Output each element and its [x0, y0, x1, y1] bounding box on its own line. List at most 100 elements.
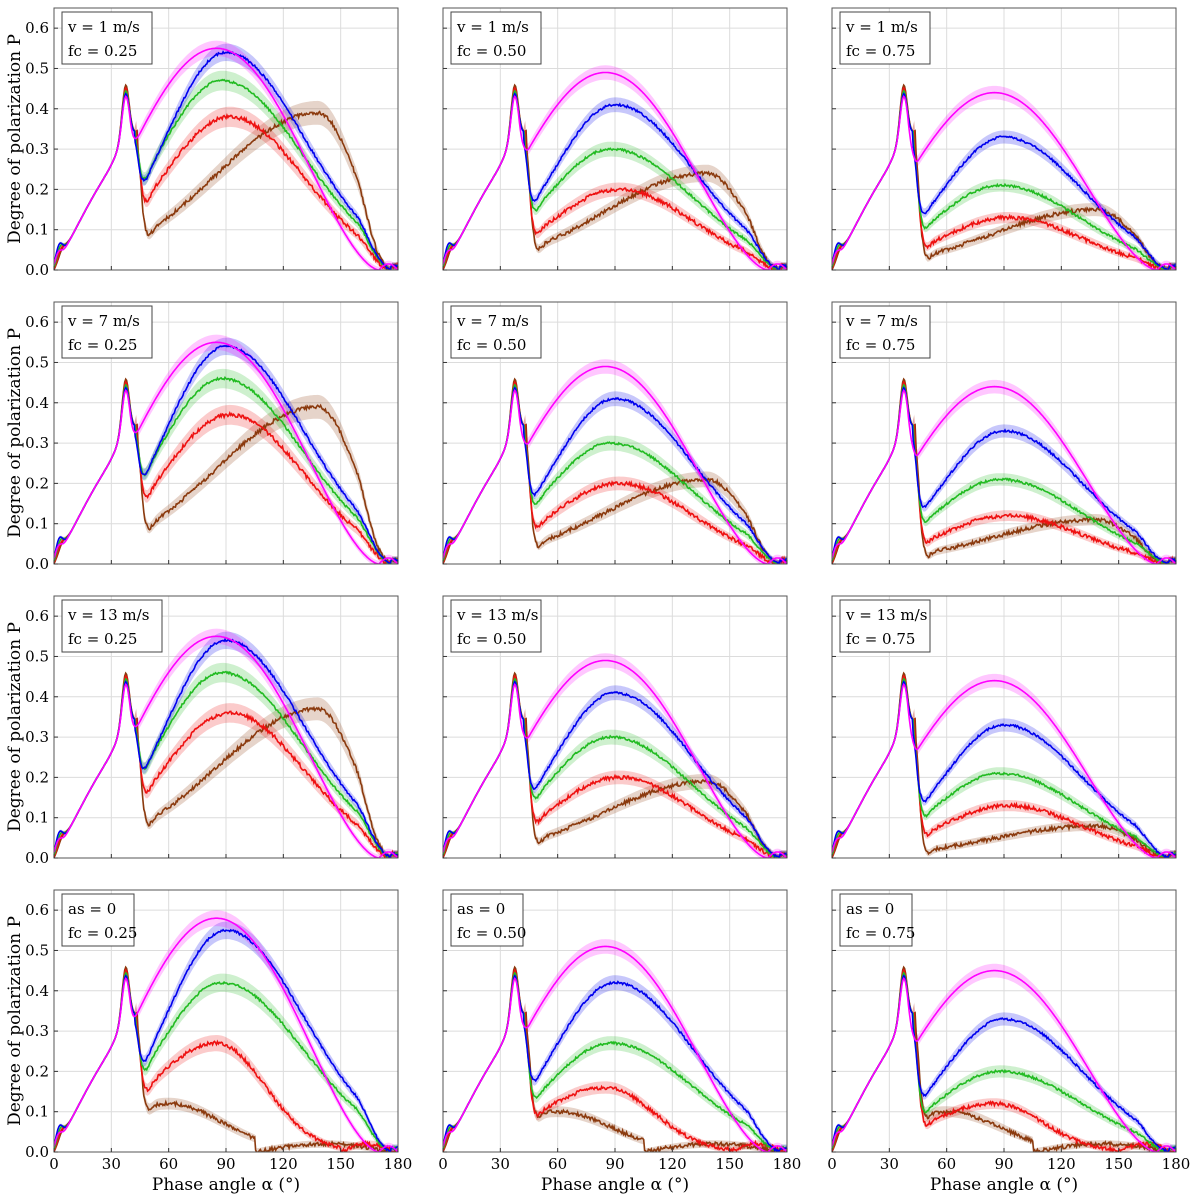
y-axis-label: Degree of polarization P [5, 916, 25, 1126]
x-tick-label: 0 [827, 1155, 837, 1173]
y-tick-label: 0.1 [25, 221, 49, 239]
band-series-4 [54, 381, 398, 564]
band-series-5 [832, 84, 1176, 270]
legend-line-1: v = 1 m/s [67, 18, 140, 36]
legend-line-2: fc = 0.50 [457, 630, 526, 648]
band-series-5 [443, 84, 787, 270]
legend-line-2: fc = 0.25 [68, 924, 137, 942]
legend-line-1: v = 13 m/s [456, 606, 538, 624]
y-tick-label: 0.5 [25, 647, 49, 665]
x-tick-label: 30 [491, 1155, 510, 1173]
legend-line-1: v = 1 m/s [845, 18, 918, 36]
x-tick-label: 150 [1104, 1155, 1133, 1173]
line-series-1 [832, 385, 1176, 564]
legend-line-2: fc = 0.50 [457, 336, 526, 354]
line-series-1 [54, 341, 398, 564]
panel-r3-c3: v = 13 m/s fc = 0.75 [831, 595, 1177, 859]
line-series-1 [832, 969, 1176, 1152]
legend-box [839, 305, 931, 359]
y-tick-label: 0.0 [25, 1143, 49, 1161]
legend-line-2: fc = 0.25 [68, 336, 137, 354]
y-tick-label: 0.0 [25, 555, 49, 573]
x-tick-label: 30 [880, 1155, 899, 1173]
x-tick-label: 120 [269, 1155, 298, 1173]
x-tick-label: 0 [49, 1155, 59, 1173]
y-tick-label: 0.6 [25, 19, 49, 37]
y-tick-label: 0.4 [25, 982, 49, 1000]
band-series-3 [443, 972, 787, 1152]
y-axis-label: Degree of polarization P [5, 34, 25, 244]
band-series-4 [443, 381, 787, 564]
y-tick-label: 0.3 [25, 140, 49, 158]
line-series-1 [54, 47, 398, 270]
y-tick-label: 0.2 [25, 768, 49, 786]
x-tick-label: 180 [1162, 1155, 1191, 1173]
band-series-5 [54, 672, 398, 858]
legend-box [839, 599, 931, 653]
x-tick-label: 30 [102, 1155, 121, 1173]
y-tick-label: 0.5 [25, 353, 49, 371]
legend-line-1: as = 0 [846, 900, 894, 918]
x-tick-label: 150 [326, 1155, 355, 1173]
y-tick-label: 0.4 [25, 688, 49, 706]
y-axis-label: Degree of polarization P [5, 622, 25, 832]
x-tick-label: 120 [1047, 1155, 1076, 1173]
y-tick-label: 0.5 [25, 59, 49, 77]
line-series-1 [443, 659, 787, 858]
y-tick-label: 0.2 [25, 1062, 49, 1080]
legend-line-1: v = 13 m/s [67, 606, 149, 624]
y-tick-label: 0.3 [25, 434, 49, 452]
y-tick-label: 0.1 [25, 515, 49, 533]
line-series-1 [443, 365, 787, 564]
panel-r1-c1: 0.0 0.1 0.2 0.3 0.4 0.5 0.6 v = 1 m/s fc = 0.25 D… [5, 7, 399, 279]
y-axis-label: Degree of polarization P [5, 328, 25, 538]
legend-box [61, 599, 163, 653]
panel-r1-c2: v = 1 m/s fc = 0.50 [442, 7, 788, 271]
y-tick-label: 0.4 [25, 100, 49, 118]
x-tick-label: 60 [548, 1155, 567, 1173]
legend-box [839, 11, 931, 65]
x-tick-label: 120 [658, 1155, 687, 1173]
y-tick-label: 0.6 [25, 313, 49, 331]
legend-line-2: fc = 0.75 [846, 630, 915, 648]
panel-r3-c1: 0.0 0.1 0.2 0.3 0.4 0.5 0.6 v = 13 m/s fc = 0.25… [5, 595, 399, 867]
y-tick-label: 0.3 [25, 728, 49, 746]
y-tick-label: 0.0 [25, 849, 49, 867]
y-tick-label: 0.5 [25, 941, 49, 959]
y-tick-label: 0.3 [25, 1022, 49, 1040]
legend-line-2: fc = 0.25 [68, 630, 137, 648]
legend-line-2: fc = 0.50 [457, 924, 526, 942]
x-tick-label: 0 [438, 1155, 448, 1173]
legend-line-2: fc = 0.75 [846, 42, 915, 60]
x-tick-label: 180 [773, 1155, 802, 1173]
x-tick-label: 180 [384, 1155, 413, 1173]
y-tick-label: 0.6 [25, 901, 49, 919]
panel-r2-c2: v = 7 m/s fc = 0.50 [442, 301, 788, 565]
legend-box [450, 11, 542, 65]
legend-line-1: v = 13 m/s [845, 606, 927, 624]
panel-r4-c1: 0 30 60 90 120 150 180 0.0 0.1 0.2 0.3 0.4 0.5 0.6 as … [5, 889, 413, 1195]
legend-box [450, 599, 542, 653]
line-series-1 [54, 917, 398, 1152]
x-tick-label: 60 [159, 1155, 178, 1173]
panel-r1-c3: v = 1 m/s fc = 0.75 [831, 7, 1177, 271]
x-tick-label: 60 [937, 1155, 956, 1173]
x-tick-label: 90 [216, 1155, 235, 1173]
x-axis-label: Phase angle α (°) [541, 1175, 689, 1195]
line-series-1 [443, 71, 787, 270]
legend-line-1: v = 1 m/s [456, 18, 529, 36]
legend-line-1: v = 7 m/s [456, 312, 529, 330]
panel-r2-c1: 0.0 0.1 0.2 0.3 0.4 0.5 0.6 v = 7 m/s fc = 0.25 D… [5, 301, 399, 573]
legend-box [61, 893, 135, 947]
line-series-1 [832, 91, 1176, 270]
legend-line-2: fc = 0.75 [846, 924, 915, 942]
y-tick-label: 0.0 [25, 261, 49, 279]
legend-line-1: v = 7 m/s [845, 312, 918, 330]
band-series-4 [443, 675, 787, 858]
legend-line-1: as = 0 [457, 900, 505, 918]
panel-r4-c2: 0 30 60 90 120 150 180 as = 0 fc = 0.50 Phase ang… [438, 889, 802, 1195]
legend-line-2: fc = 0.50 [457, 42, 526, 60]
x-tick-label: 90 [605, 1155, 624, 1173]
x-tick-label: 90 [994, 1155, 1013, 1173]
legend-line-1: as = 0 [68, 900, 116, 918]
